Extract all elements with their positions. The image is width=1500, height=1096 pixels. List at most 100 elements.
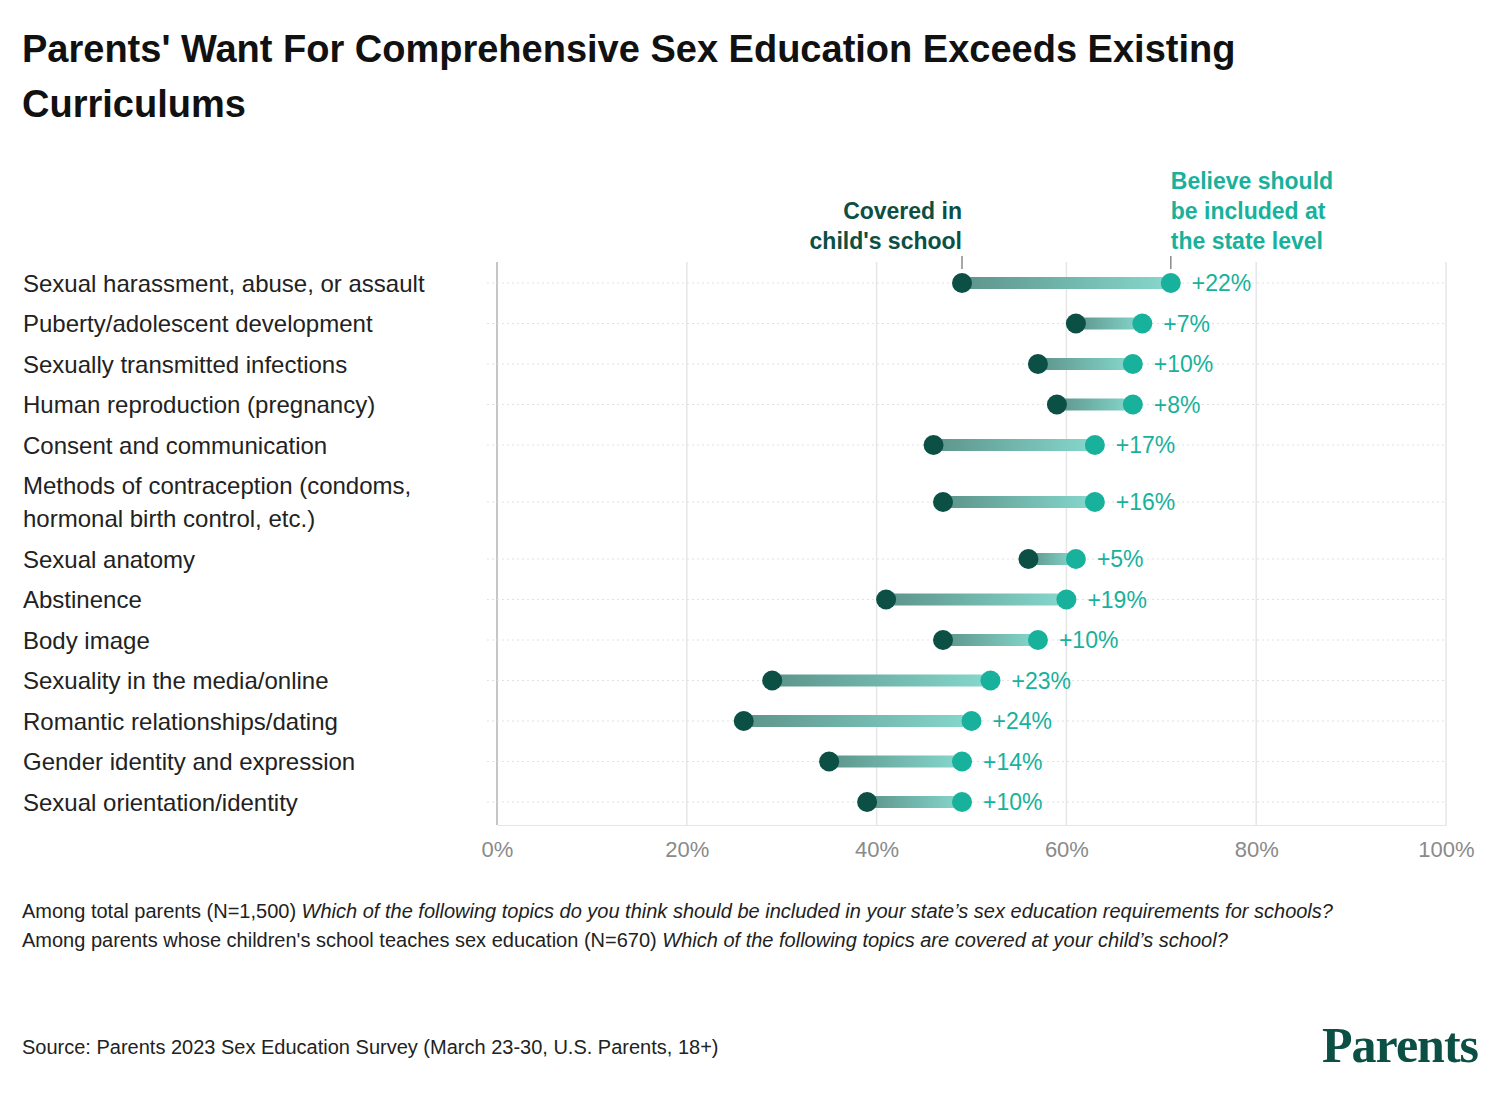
legend-line: Covered in xyxy=(843,198,962,224)
difference-label: +24% xyxy=(993,708,1052,734)
dot-covered xyxy=(1066,314,1086,334)
notes: Among total parents (N=1,500) Which of t… xyxy=(22,897,1442,955)
dot-believe xyxy=(962,711,982,731)
x-axis: 0%20%40%60%80%100% xyxy=(482,825,1475,862)
dot-covered xyxy=(734,711,754,731)
connector xyxy=(943,634,1038,646)
category-line: Sexuality in the media/online xyxy=(23,667,329,694)
category-line: Methods of contraception (condoms, xyxy=(23,472,411,499)
tick-label: 40% xyxy=(855,837,899,862)
title: Parents' Want For Comprehensive Sex Educ… xyxy=(22,28,1235,125)
grid-line xyxy=(876,262,878,825)
category-label: Sexuality in the media/online xyxy=(23,667,329,694)
note-question: Which of the following topics are covere… xyxy=(662,929,1227,951)
tick: 0% xyxy=(482,825,514,862)
legend-line: the state level xyxy=(1171,228,1323,254)
spacer xyxy=(657,929,663,951)
dot-believe xyxy=(1028,630,1048,650)
category-label: Sexual harassment, abuse, or assault xyxy=(23,270,425,297)
dot-believe xyxy=(952,752,972,772)
dot-covered xyxy=(876,590,896,610)
dot-believe xyxy=(980,671,1000,691)
connector xyxy=(934,439,1095,451)
grid-line xyxy=(686,262,688,825)
dot-believe xyxy=(952,792,972,812)
legend-label: Believe should be included at the state le… xyxy=(1171,168,1333,254)
note: Among parents whose children's school te… xyxy=(22,926,1442,955)
dot-covered xyxy=(1028,354,1048,374)
legend: Covered in child's school Believe should be… xyxy=(810,168,1334,269)
note-text: Among parents whose children's school te… xyxy=(22,929,657,951)
connector xyxy=(943,496,1095,508)
category-label: Sexually transmitted infections xyxy=(23,351,347,378)
marks xyxy=(734,273,1181,812)
grid-line xyxy=(1066,262,1068,825)
dot-covered xyxy=(933,630,953,650)
category-line: hormonal birth control, etc.) xyxy=(23,505,315,532)
legend-pointer xyxy=(1170,256,1172,269)
source: Source: Parents 2023 Sex Education Surve… xyxy=(22,1036,718,1059)
logo: Parents xyxy=(1322,1016,1478,1074)
difference-label: +14% xyxy=(983,749,1042,775)
connector xyxy=(886,594,1066,606)
legend-line: be included at xyxy=(1171,198,1326,224)
title-line: Curriculums xyxy=(22,83,246,125)
tick-label: 0% xyxy=(482,837,514,862)
difference-label: +22% xyxy=(1192,270,1251,296)
tick: 40% xyxy=(855,825,899,862)
category-line: Gender identity and expression xyxy=(23,748,355,775)
category-label: Human reproduction (pregnancy) xyxy=(23,391,375,418)
spacer xyxy=(296,900,302,922)
difference-label: +19% xyxy=(1087,587,1146,613)
category-line: Human reproduction (pregnancy) xyxy=(23,391,375,418)
difference-label: +8% xyxy=(1154,392,1201,418)
legend-line: child's school xyxy=(810,228,962,254)
category-label: Sexual anatomy xyxy=(23,546,195,573)
axis-line xyxy=(498,825,1447,826)
category-label: Gender identity and expression xyxy=(23,748,355,775)
tick-label: 20% xyxy=(665,837,709,862)
dot-covered xyxy=(762,671,782,691)
difference-label: +17% xyxy=(1116,432,1175,458)
tick: 80% xyxy=(1235,825,1279,862)
dot-believe xyxy=(1085,435,1105,455)
grid-line xyxy=(496,262,498,825)
dot-believe xyxy=(1132,314,1152,334)
row-guide xyxy=(487,323,1446,324)
dot-covered xyxy=(1047,395,1067,415)
row-guide xyxy=(487,363,1446,364)
tick: 60% xyxy=(1045,825,1089,862)
difference-label: +5% xyxy=(1097,546,1144,572)
category-label: Romantic relationships/dating xyxy=(23,708,338,735)
category-line: Sexual orientation/identity xyxy=(23,789,298,816)
difference-label: +23% xyxy=(1011,668,1070,694)
grid-line xyxy=(1255,262,1257,825)
category-line: Sexually transmitted infections xyxy=(23,351,347,378)
legend-label: Covered in child's school xyxy=(810,198,962,254)
category-line: Consent and communication xyxy=(23,432,327,459)
category-label: Sexual orientation/identity xyxy=(23,789,298,816)
connector xyxy=(829,756,962,768)
connector xyxy=(962,277,1171,289)
category-line: Romantic relationships/dating xyxy=(23,708,338,735)
dot-believe xyxy=(1056,590,1076,610)
tick-label: 80% xyxy=(1235,837,1279,862)
tick: 20% xyxy=(665,825,709,862)
dot-covered xyxy=(1018,549,1038,569)
category-line: Sexual anatomy xyxy=(23,546,195,573)
dot-covered xyxy=(857,792,877,812)
category-label: Abstinence xyxy=(23,586,142,613)
category-label: Consent and communication xyxy=(23,432,327,459)
connector xyxy=(1057,399,1133,411)
dot-believe xyxy=(1123,395,1143,415)
difference-label: +10% xyxy=(1154,351,1213,377)
note-question: Which of the following topics do you thi… xyxy=(302,900,1333,922)
dot-covered xyxy=(933,492,953,512)
note: Among total parents (N=1,500) Which of t… xyxy=(22,897,1442,926)
connector xyxy=(867,796,962,808)
grid-line xyxy=(1445,262,1447,825)
connector xyxy=(1038,358,1133,370)
category-line: Puberty/adolescent development xyxy=(23,310,373,337)
legend-line: Believe should xyxy=(1171,168,1333,194)
row-guide xyxy=(487,558,1446,559)
